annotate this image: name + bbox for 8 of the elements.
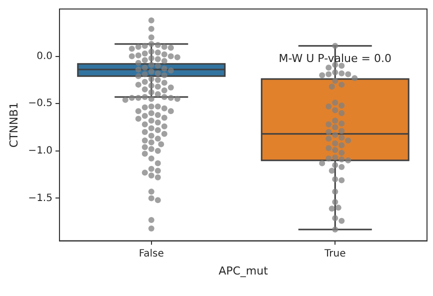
x-tick-label: False bbox=[138, 248, 164, 260]
y-tick-label: −1.5 bbox=[28, 192, 52, 204]
x-axis-title: APC_mut bbox=[218, 264, 269, 278]
y-axis-title: CTNNB1 bbox=[7, 102, 20, 148]
y-tick-label: 0.0 bbox=[36, 50, 52, 62]
y-tick-label: −1.0 bbox=[28, 146, 52, 157]
y-tick-label: −0.5 bbox=[28, 98, 52, 110]
x-tick-label: True bbox=[323, 248, 346, 260]
